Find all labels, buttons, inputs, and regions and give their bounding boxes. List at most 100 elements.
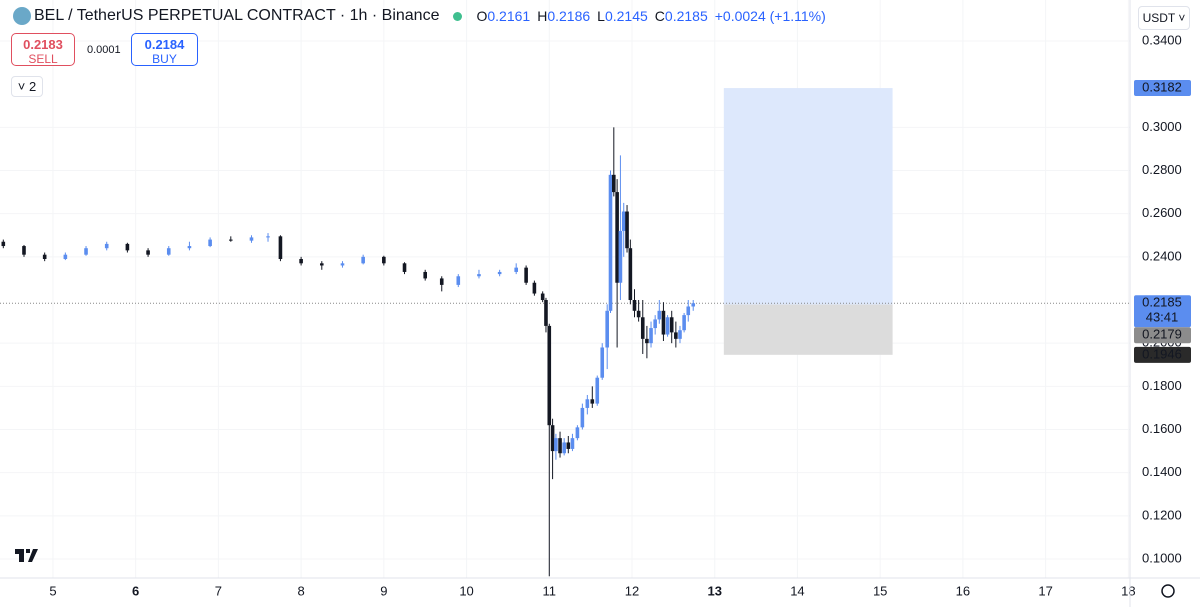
y-tick-label: 0.2600	[1142, 205, 1182, 220]
candle-body	[682, 315, 686, 331]
candle-body	[382, 256, 386, 264]
candle-body	[187, 246, 192, 249]
entry-price: 0.2179	[1142, 327, 1182, 342]
y-tick-label: 0.1600	[1142, 421, 1182, 436]
candle-body	[439, 278, 444, 285]
x-tick-label: 17	[1038, 583, 1052, 598]
candle-body	[608, 174, 613, 311]
candle-body	[63, 254, 68, 259]
candle-body	[361, 256, 365, 264]
candle-body	[653, 319, 657, 329]
candle-body	[547, 325, 552, 426]
candle-body	[645, 338, 649, 344]
x-tick-label: 5	[49, 583, 56, 598]
candle-body	[208, 239, 212, 247]
sell-label: SELL	[28, 52, 58, 66]
candle-body	[22, 246, 26, 255]
x-tick-label: 11	[543, 583, 557, 598]
logo	[15, 549, 38, 562]
buy-button[interactable]: 0.2184 BUY	[131, 33, 198, 66]
candle-body	[166, 248, 171, 255]
candle-body	[580, 407, 585, 428]
y-tick-label: 0.1400	[1142, 464, 1182, 479]
ohlc-value: 0.2185	[664, 8, 708, 24]
candle-body	[678, 330, 682, 339]
candle-body	[514, 267, 518, 272]
candle-body	[669, 317, 674, 333]
candle-body	[621, 211, 626, 231]
y-tick-label: 0.1800	[1142, 378, 1182, 393]
ohlc-key: H	[537, 8, 548, 24]
candle-body	[558, 438, 562, 454]
x-tick-label: 10	[459, 583, 473, 598]
candle-body	[618, 230, 623, 283]
candle-body	[550, 425, 555, 452]
candle-body	[540, 293, 545, 301]
ohlc-key: C	[654, 8, 665, 24]
x-tick-label: 7	[215, 583, 222, 598]
candle-body	[605, 310, 609, 348]
last-price: 0.2185	[1142, 295, 1182, 310]
candle-body	[340, 263, 345, 266]
candle-body	[228, 239, 233, 241]
stop-zone	[723, 304, 893, 355]
x-tick-label: 8	[297, 583, 304, 598]
spread: 0.0001	[87, 44, 121, 56]
candle-body	[497, 271, 502, 275]
y-tick-label: 0.2400	[1142, 248, 1182, 263]
candle-body	[566, 442, 571, 449]
candle-body	[319, 263, 324, 266]
x-tick-label: 13	[707, 583, 721, 598]
buy-label: BUY	[152, 52, 177, 66]
ohlc: O0.2161 H0.2186 L0.2145 C0.2185	[476, 8, 714, 24]
candle-body	[402, 263, 407, 272]
candle-body	[84, 248, 88, 255]
candle-body	[477, 274, 481, 277]
candle-body	[146, 250, 150, 255]
candle-body	[691, 303, 696, 307]
candle-body	[628, 248, 633, 301]
candle-body	[532, 282, 537, 294]
candle-body	[657, 310, 662, 320]
candle-body	[595, 377, 600, 404]
y-tick-label: 0.3000	[1142, 119, 1182, 134]
x-tick-label: 15	[873, 583, 887, 598]
candle-body	[278, 236, 283, 259]
target-price: 0.3182	[1142, 79, 1182, 94]
candle-body	[625, 211, 629, 249]
entry-price-bg	[1134, 327, 1191, 344]
symbol-icon	[13, 7, 31, 25]
x-tick-label: 12	[625, 583, 639, 598]
candle-body	[615, 192, 619, 283]
buy-price: 0.2184	[144, 37, 185, 52]
x-tick-label: 9	[380, 583, 387, 598]
candle-body	[632, 300, 637, 311]
ohlc-key: O	[476, 8, 488, 24]
sell-button[interactable]: 0.2183 SELL	[11, 33, 75, 66]
candle-body	[456, 276, 461, 285]
currency-button[interactable]: USDT ˅	[1138, 6, 1190, 30]
candle-body	[575, 427, 580, 439]
candle-body	[612, 174, 616, 193]
ohlc-value: 0.2186	[547, 8, 591, 24]
candle-body	[299, 258, 303, 264]
candle-body	[661, 310, 666, 335]
candle-body	[544, 300, 548, 326]
candle-body	[585, 399, 590, 408]
header: BEL / TetherUS PERPETUAL CONTRACT · 1h ·…	[34, 7, 826, 25]
stop-price-bg	[1134, 346, 1191, 363]
target-zone	[723, 88, 893, 305]
ohlc-key: L	[597, 8, 605, 24]
y-tick-label: 0.3400	[1142, 32, 1182, 47]
candle-body	[570, 438, 575, 449]
ohlc-value: 0.2161	[487, 8, 531, 24]
candle-body	[665, 317, 670, 335]
x-tick-label: 14	[790, 583, 804, 598]
status-dot	[453, 11, 463, 21]
candle-body	[600, 347, 605, 378]
candle-body	[640, 317, 645, 339]
sell-price: 0.2183	[23, 37, 63, 52]
indicators-toggle[interactable]: ˅ 2	[11, 76, 43, 97]
